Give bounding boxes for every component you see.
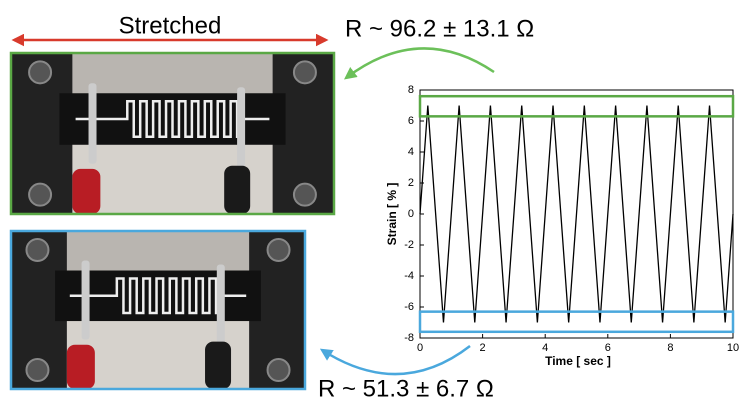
highlight-band [418,94,735,118]
screw [25,237,50,262]
screw [28,182,53,207]
probe-black [224,165,251,214]
y-tick-label: 2 [408,177,414,189]
resistance-stretched: R ~ 96.2 ± 13.1 Ω [345,15,534,42]
x-axis-label: Time [ sec ] [545,354,611,368]
screw [28,60,53,85]
arrow-to-stretched [344,47,495,80]
x-tick-label: 8 [667,342,673,354]
probe-red [72,168,101,214]
probe-black-tip [237,87,246,168]
screw [266,237,291,262]
serpentine-trace [75,100,270,139]
y-axis-label: Strain [ % ] [385,183,399,246]
y-tick-label: 4 [408,146,414,158]
serpentine-trace [69,277,247,315]
y-tick-label: 8 [408,84,414,96]
arrow-to-relaxed [319,345,471,376]
y-tick-label: -4 [404,270,414,282]
photo [9,229,307,391]
stretched-label: Stretched [119,12,222,39]
y-tick-label: 6 [408,115,414,127]
x-tick-label: 0 [417,342,423,354]
highlight-band [418,310,735,334]
screw [25,358,50,383]
photo [9,51,336,216]
probe-black-tip [216,264,225,344]
x-tick-label: 6 [605,342,611,354]
y-tick-label: 0 [408,208,414,220]
y-tick-label: -2 [404,239,414,251]
x-tick-label: 4 [542,342,548,354]
y-tick-label: -6 [404,301,414,313]
resistance-relaxed: R ~ 51.3 ± 6.7 Ω [318,375,494,402]
screw [292,182,317,207]
screw [292,60,317,85]
probe-red-tip [88,83,97,164]
probe-black [205,341,232,389]
x-tick-label: 10 [727,342,739,354]
screw [266,358,291,383]
probe-red [66,344,95,389]
strain-line [419,105,734,323]
photo-border [9,229,307,391]
probe-red-tip [81,260,90,340]
x-tick-label: 2 [480,342,486,354]
photo-border [9,51,336,216]
y-tick-label: -8 [404,332,414,344]
